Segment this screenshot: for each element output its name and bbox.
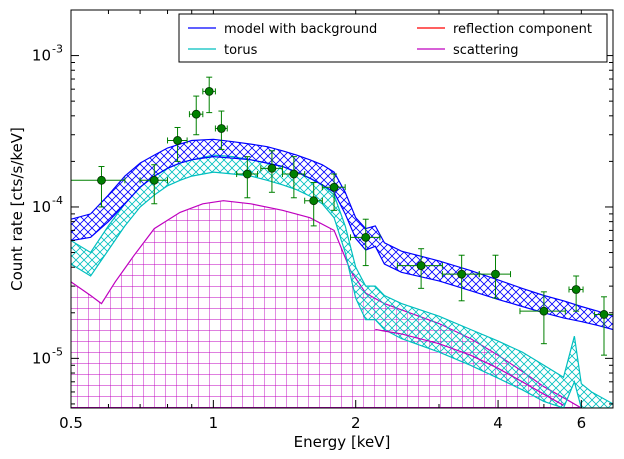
data-point	[281, 156, 306, 199]
data-marker	[242, 169, 252, 179]
legend-label-reflection: reflection component	[453, 22, 592, 37]
data-point	[594, 296, 613, 356]
y-axis-label: Count rate [cts/s/keV]	[8, 127, 26, 291]
data-marker	[217, 124, 226, 133]
x-tick-label: 2	[351, 414, 361, 432]
y-tick-exponent: -3	[52, 43, 63, 56]
data-point	[350, 218, 381, 267]
data-marker	[457, 269, 467, 279]
legend-label-model: model with background	[224, 22, 377, 37]
x-tick-label: 0.5	[59, 414, 83, 432]
data-marker	[149, 175, 159, 185]
y-tick-exponent: -4	[52, 194, 63, 207]
data-marker	[571, 285, 581, 294]
data-marker	[204, 86, 214, 96]
band-fill-model-with-background	[71, 139, 613, 330]
legend-label-scattering: scattering	[453, 43, 519, 58]
data-point	[396, 248, 443, 289]
data-point	[167, 126, 188, 162]
x-tick-label: 4	[493, 414, 503, 432]
data-marker	[267, 163, 277, 173]
legend-label-torus: torus	[224, 43, 258, 58]
x-axis: 0.5 1 2 4 6	[59, 10, 614, 432]
y-tick-label: 10	[32, 198, 51, 216]
x-axis-label: Energy [keV]	[294, 433, 391, 451]
y-tick-label: 10	[32, 47, 51, 65]
data-marker	[173, 136, 182, 145]
data-point	[519, 291, 566, 345]
data-point	[260, 150, 283, 193]
model-bands	[71, 138, 613, 408]
data-marker	[361, 232, 371, 242]
x-tick-label: 6	[577, 414, 587, 432]
legend: model with background reflection compone…	[178, 13, 608, 63]
data-point	[478, 254, 512, 299]
data-marker	[97, 175, 106, 185]
data-point	[304, 182, 323, 227]
data-marker	[289, 169, 299, 179]
band-upper-model-with-background	[71, 138, 613, 317]
data-point	[71, 166, 126, 208]
legend-frame	[178, 13, 608, 63]
data-points	[71, 76, 613, 356]
data-point	[202, 76, 216, 114]
data-point	[568, 275, 584, 312]
data-point	[236, 156, 259, 199]
data-point	[188, 95, 204, 136]
data-marker	[309, 196, 319, 206]
data-point	[441, 254, 480, 302]
data-point	[139, 164, 169, 205]
y-tick-exponent: -5	[52, 345, 63, 358]
data-marker	[191, 109, 201, 119]
x-tick-label: 1	[209, 414, 219, 432]
data-marker	[599, 310, 609, 319]
data-point	[214, 110, 228, 150]
data-marker	[539, 306, 549, 316]
band-lower-torus	[71, 171, 613, 408]
extra-curve-0	[375, 328, 564, 406]
data-marker	[416, 261, 426, 270]
y-tick-label: 10	[32, 349, 51, 367]
data-marker	[329, 182, 339, 192]
band-fill-torus	[71, 155, 613, 408]
data-point	[321, 173, 346, 211]
plot-frame	[70, 9, 614, 409]
data-marker	[491, 269, 500, 279]
extra-curves	[375, 328, 564, 406]
